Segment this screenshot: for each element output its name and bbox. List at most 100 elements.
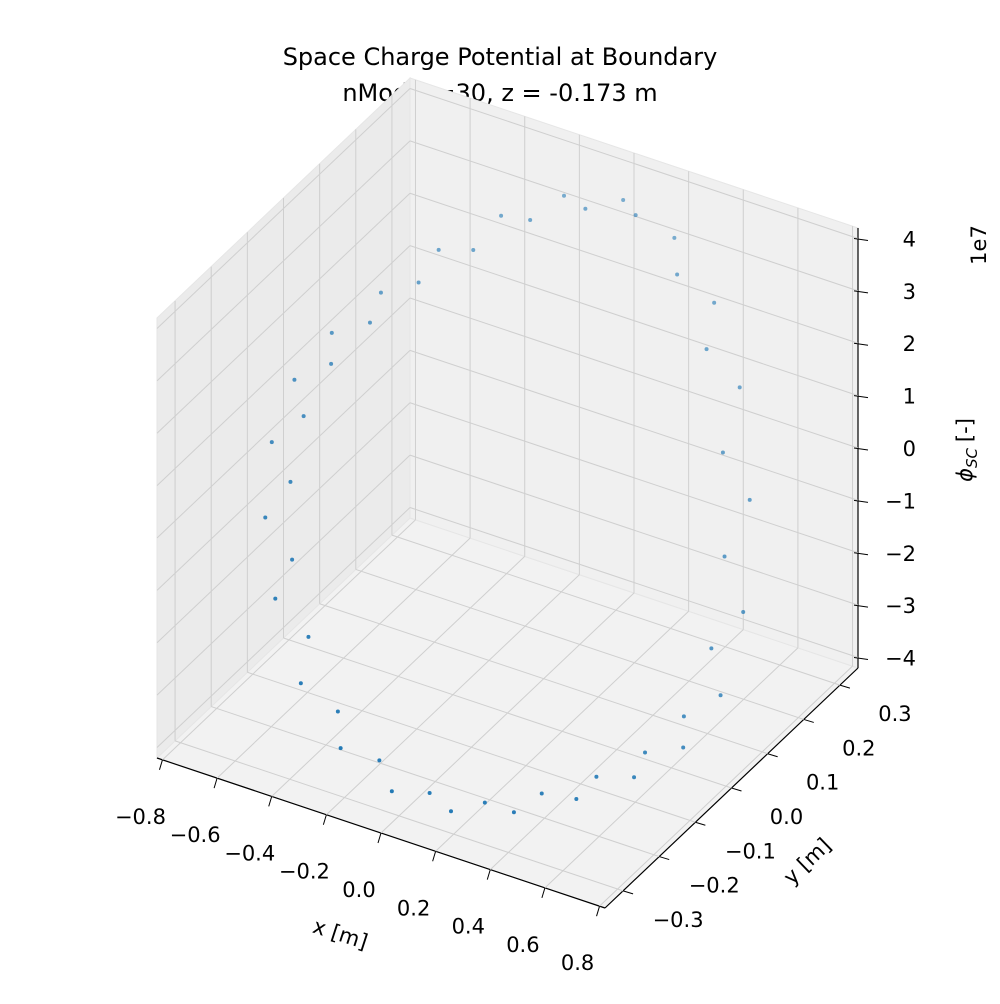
data-point — [621, 197, 626, 202]
data-point — [681, 714, 686, 719]
x-tick-label: −0.8 — [115, 805, 166, 829]
grid-line — [156, 297, 411, 539]
grid-line — [174, 740, 624, 892]
y-tick — [622, 890, 634, 895]
z-tick — [853, 290, 869, 294]
data-point — [329, 361, 334, 366]
z-tick — [853, 237, 869, 241]
grid-line — [211, 706, 660, 858]
grid-line — [156, 88, 411, 329]
x-tick — [541, 887, 546, 899]
data-point — [583, 206, 588, 211]
z-tick — [853, 342, 869, 346]
data-point — [306, 634, 311, 639]
x-tick — [596, 906, 601, 917]
grid-line — [409, 349, 859, 501]
z-axis-symbol: ϕ — [953, 468, 977, 482]
y-tick-label: −0.2 — [689, 874, 740, 898]
x-tick-label: 0.8 — [561, 951, 594, 975]
y-tick — [695, 821, 706, 826]
data-point — [263, 515, 268, 520]
data-point — [482, 800, 487, 805]
data-point — [712, 300, 717, 305]
data-point — [471, 248, 476, 253]
x-axis-label: x [m] — [310, 914, 371, 954]
z-tick-label: 1 — [903, 385, 916, 409]
grid-line — [156, 245, 411, 486]
grid-line — [156, 140, 411, 382]
data-point — [632, 775, 637, 780]
data-point — [436, 247, 441, 252]
y-axis-label: y [m] — [779, 833, 836, 889]
data-point — [594, 774, 599, 779]
x-tick — [486, 869, 491, 880]
y-tick — [659, 856, 670, 861]
data-point — [427, 790, 432, 795]
data-point — [741, 609, 746, 614]
x-tick-label: 0.2 — [397, 896, 430, 920]
data-point — [675, 272, 680, 277]
grid-line — [409, 507, 859, 658]
z-tick-label: −4 — [885, 647, 916, 671]
z-tick-label: −2 — [885, 542, 916, 566]
grid-line — [156, 350, 411, 591]
data-point — [720, 450, 725, 455]
grid-line — [409, 245, 859, 397]
data-point — [269, 440, 274, 445]
grid-line — [156, 454, 411, 696]
z-tick — [853, 604, 869, 608]
z-tick — [853, 395, 869, 399]
data-point — [574, 796, 579, 801]
data-point — [416, 280, 421, 285]
z-tick-label: 2 — [903, 332, 916, 356]
data-point — [298, 681, 303, 686]
x-tick-label: 0.6 — [506, 933, 539, 957]
data-point — [499, 213, 504, 218]
data-point — [747, 497, 752, 502]
data-point — [633, 213, 638, 218]
grid-line — [409, 402, 859, 554]
data-point — [301, 414, 306, 419]
data-point — [448, 809, 453, 814]
grid-line — [283, 637, 732, 789]
y-tick-label: 0.2 — [842, 736, 875, 760]
z-axis-unit: [-] — [953, 418, 977, 442]
z-tick-label: 4 — [903, 227, 916, 251]
grid-line — [156, 507, 411, 748]
x-tick — [322, 814, 327, 825]
x-tick — [377, 832, 382, 844]
grid-line — [409, 297, 859, 449]
x-tick — [268, 796, 273, 807]
x-tick — [213, 777, 218, 789]
x-tick-label: −0.4 — [224, 841, 275, 865]
x-tick — [432, 851, 437, 862]
z-tick-label: 0 — [903, 437, 916, 461]
data-point — [292, 377, 297, 382]
x-tick-label: −0.6 — [170, 823, 221, 847]
grid-line — [156, 192, 411, 434]
y-tick-label: 0.0 — [770, 805, 803, 829]
grid-line — [247, 671, 696, 823]
data-point — [528, 218, 533, 223]
data-point — [378, 290, 383, 295]
grid-line — [391, 534, 841, 686]
grid-line — [409, 454, 859, 606]
y-tick-label: 0.1 — [806, 771, 839, 795]
chart-title: Space Charge Potential at Boundary — [283, 43, 718, 71]
data-point — [329, 330, 334, 335]
data-point — [539, 791, 544, 796]
z-tick — [853, 552, 869, 556]
data-point — [709, 646, 714, 651]
data-point — [338, 746, 343, 751]
x-tick-label: −0.2 — [279, 860, 330, 884]
x-tick-label: 0.0 — [342, 878, 375, 902]
z-tick — [853, 657, 869, 661]
y-tick-label: 0.3 — [878, 702, 911, 726]
data-point — [672, 235, 677, 240]
x-tick — [158, 759, 163, 770]
y-tick — [839, 684, 851, 689]
y-tick — [731, 787, 742, 792]
data-point — [367, 320, 372, 325]
z-axis-label: ϕSC [-] — [953, 418, 981, 482]
grid-line — [319, 603, 768, 755]
